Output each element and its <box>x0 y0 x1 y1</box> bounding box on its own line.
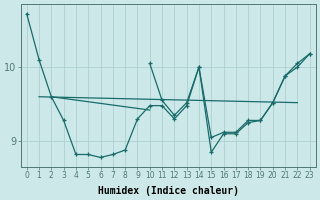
X-axis label: Humidex (Indice chaleur): Humidex (Indice chaleur) <box>98 186 239 196</box>
